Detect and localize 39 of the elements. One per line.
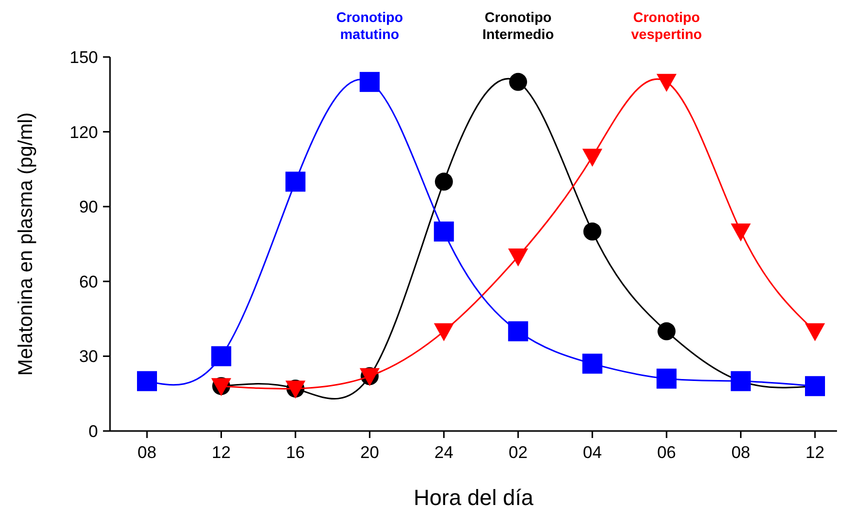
x-axis-title: Hora del día — [414, 485, 534, 510]
point — [211, 346, 232, 366]
x-tick-label: 08 — [731, 443, 750, 462]
point — [285, 172, 306, 192]
point — [582, 354, 602, 374]
point — [509, 72, 528, 91]
x-tick-label: 20 — [360, 443, 380, 462]
y-axis-title: Melatonina en plasma (pg/ml) — [15, 112, 37, 376]
point — [583, 222, 602, 241]
y-tick-label: 30 — [79, 347, 98, 366]
text: Cronotipo Intermedio — [482, 9, 554, 42]
x-tick-label: 06 — [657, 443, 676, 462]
text: Cronotipo vespertino — [631, 9, 702, 42]
point — [730, 224, 751, 242]
point — [434, 222, 454, 242]
x-tick-label: 12 — [806, 443, 824, 462]
point — [805, 323, 825, 342]
point — [137, 371, 157, 392]
x-tick-label: 02 — [508, 443, 528, 462]
y-tick-label: 90 — [79, 198, 98, 217]
x-tick-label: 08 — [138, 443, 156, 462]
x-tick-label: 16 — [286, 443, 305, 462]
x-tick-label: 12 — [212, 443, 231, 462]
y-tick-label: 150 — [70, 48, 98, 67]
point — [656, 368, 677, 389]
point — [360, 72, 380, 92]
point — [582, 148, 602, 167]
x-tick-label: 24 — [434, 443, 454, 462]
y-tick-label: 120 — [70, 122, 98, 142]
point — [434, 172, 453, 191]
x-tick-label: 04 — [582, 443, 602, 462]
y-tick-label: 60 — [79, 272, 98, 292]
text: Cronotipo matutino — [336, 9, 404, 42]
point — [658, 322, 676, 340]
point — [508, 321, 528, 342]
point — [508, 248, 528, 266]
point — [656, 74, 677, 92]
point — [434, 323, 454, 342]
y-tick-label: 0 — [88, 422, 98, 441]
